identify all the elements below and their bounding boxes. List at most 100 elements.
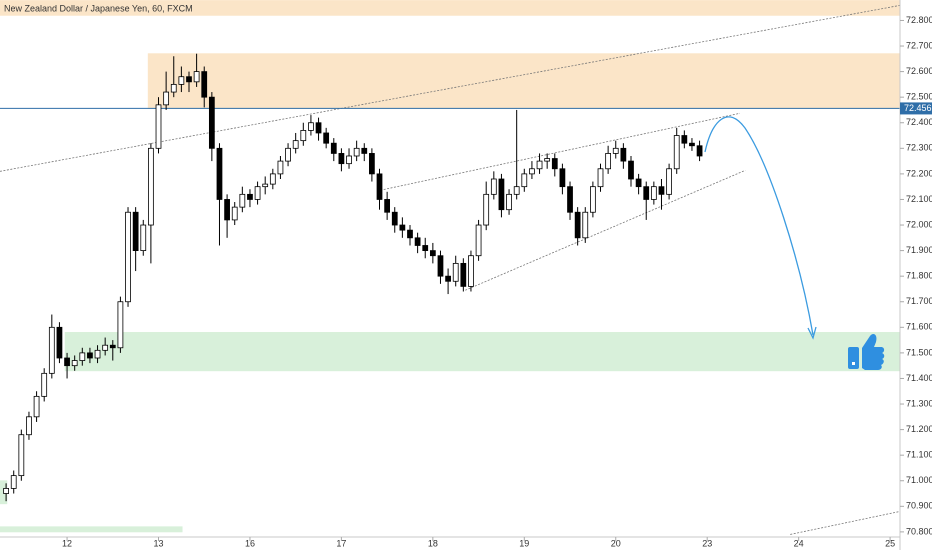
candle-body	[650, 186, 657, 200]
candle-body	[437, 255, 444, 277]
zone	[147, 53, 901, 109]
x-tick-label: 23	[702, 538, 712, 548]
candle-body	[48, 326, 55, 374]
candle-body	[414, 237, 421, 246]
candle-body	[56, 326, 63, 359]
y-tick-label: 71.800	[906, 271, 932, 281]
candle-body	[361, 147, 368, 154]
candle-body	[330, 142, 337, 154]
candle-body	[87, 352, 93, 359]
candle-body	[391, 211, 398, 226]
candle-body	[216, 147, 223, 200]
x-tick-label: 25	[885, 538, 895, 548]
candle-body	[178, 76, 185, 85]
candle-body	[506, 193, 512, 211]
candle-body	[224, 199, 230, 221]
candle-body	[536, 160, 543, 170]
candle-body	[353, 147, 360, 157]
candles	[3, 53, 703, 502]
x-tick-label: 18	[428, 538, 438, 548]
candle-body	[605, 153, 612, 170]
candle-body	[64, 357, 70, 367]
candle-body	[475, 224, 482, 257]
candle-body	[521, 173, 528, 188]
candle-body	[292, 140, 299, 149]
trend-line	[380, 112, 741, 191]
candle-body	[208, 96, 215, 149]
candle-body	[254, 186, 261, 200]
y-tick-label: 71.900	[906, 245, 932, 255]
y-tick-label: 71.600	[906, 322, 932, 332]
candle-body	[551, 158, 558, 170]
candle-body	[513, 186, 520, 195]
candle-body	[590, 186, 596, 213]
candle-body	[26, 416, 32, 436]
candle-body	[33, 395, 40, 418]
candle-body	[262, 183, 269, 188]
candle-body	[132, 211, 139, 252]
candle-body	[696, 145, 703, 157]
axes: 72.800 72.700 72.600 72.500 72.400 72.300 72.2…	[62, 15, 932, 548]
candle-body	[582, 211, 589, 239]
candle-body	[574, 211, 581, 239]
x-tick-label: 19	[519, 538, 529, 548]
candle-body	[163, 91, 170, 106]
y-tick-label: 71.100	[906, 450, 932, 460]
candle-body	[125, 211, 131, 303]
candle-body	[308, 122, 314, 131]
candle-body	[666, 168, 672, 195]
candle-body	[231, 206, 238, 221]
candle-body	[369, 153, 375, 175]
candle-body	[277, 160, 284, 175]
candle-body	[567, 186, 573, 213]
x-tick-label: 17	[336, 538, 346, 548]
x-tick-label: 13	[154, 538, 164, 548]
candle-body	[170, 83, 177, 93]
candle-body	[18, 434, 25, 477]
x-tick-label: 24	[794, 538, 804, 548]
candle-body	[79, 352, 86, 361]
candle-body	[529, 168, 535, 175]
candle-body	[3, 488, 9, 494]
candle-body	[376, 173, 383, 200]
candle-body	[452, 262, 459, 282]
y-tick-label: 71.200	[906, 424, 932, 434]
candle-body	[445, 275, 451, 282]
candle-body	[681, 135, 688, 144]
zone	[0, 526, 183, 533]
candle-body	[597, 168, 604, 188]
candle-body	[628, 160, 634, 180]
candle-body	[186, 76, 192, 83]
y-tick-label: 72.000	[906, 219, 932, 229]
candle-body	[407, 229, 413, 239]
candle-body	[490, 178, 497, 195]
candle-body	[117, 301, 124, 349]
candle-body	[559, 168, 566, 188]
y-tick-label: 70.800	[906, 526, 932, 536]
candle-body	[658, 186, 665, 195]
candle-body	[300, 130, 307, 142]
y-tick-label: 72.500	[906, 92, 932, 102]
x-tick-label: 20	[611, 538, 621, 548]
candle-body	[41, 372, 48, 397]
y-tick-label: 71.500	[906, 347, 932, 357]
candle-body	[468, 255, 474, 287]
candle-body	[193, 71, 200, 83]
candle-body	[148, 147, 154, 226]
x-tick-label: 12	[62, 538, 72, 548]
candle-body	[429, 250, 436, 257]
candle-body	[269, 173, 276, 185]
candle-body	[285, 147, 291, 162]
candle-body	[483, 193, 490, 226]
candle-body	[94, 349, 101, 359]
candle-body	[643, 186, 650, 200]
y-tick-label: 71.400	[906, 373, 932, 383]
candle-body	[673, 135, 680, 170]
y-tick-label: 71.700	[906, 296, 932, 306]
lines	[0, 4, 901, 535]
zone	[64, 332, 901, 372]
candle-body	[140, 224, 147, 251]
trend-line	[465, 169, 746, 291]
